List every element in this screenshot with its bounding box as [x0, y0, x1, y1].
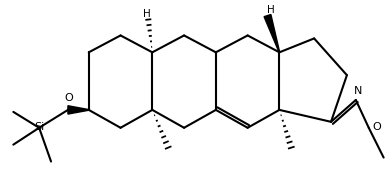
Text: O: O [372, 122, 381, 132]
Polygon shape [68, 106, 89, 114]
Text: H: H [267, 5, 274, 15]
Text: O: O [64, 93, 73, 103]
Text: H: H [143, 8, 151, 19]
Text: Si: Si [34, 122, 44, 132]
Polygon shape [264, 14, 280, 52]
Text: N: N [354, 86, 362, 96]
